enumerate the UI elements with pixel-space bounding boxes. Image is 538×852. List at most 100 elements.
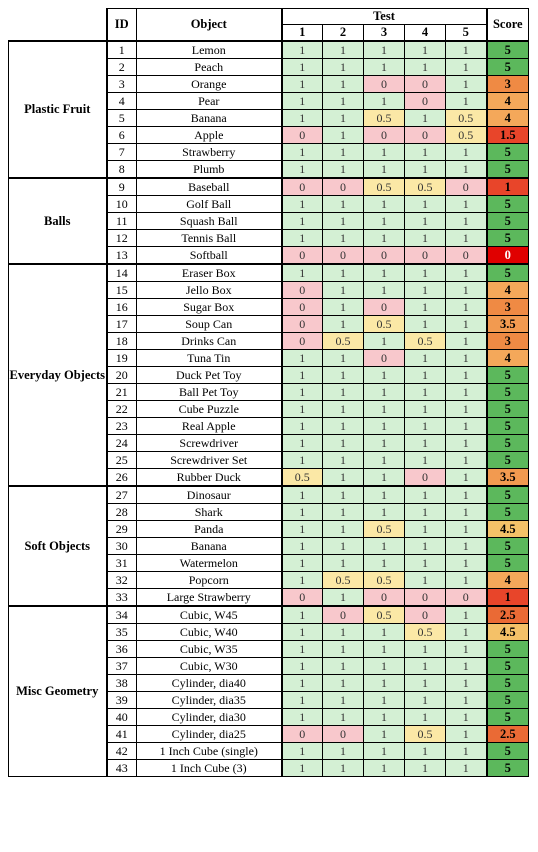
test-result-cell: 0 xyxy=(280,281,323,299)
test-result-cell: 1 xyxy=(404,485,446,504)
test-result-cell: 1 xyxy=(280,109,323,127)
id-cell: 37 xyxy=(106,657,137,675)
object-cell: Shark xyxy=(136,503,282,521)
test-result-cell: 1 xyxy=(322,708,364,726)
test-result-cell: 1 xyxy=(445,58,487,76)
score-cell: 4 xyxy=(485,109,529,127)
test-result-cell: 0 xyxy=(404,468,446,487)
test-result-cell: 1 xyxy=(445,485,487,504)
test-result-cell: 1 xyxy=(445,468,487,487)
score-cell: 4 xyxy=(485,92,529,110)
test-result-cell: 1 xyxy=(322,366,364,384)
test-result-cell: 1 xyxy=(404,366,446,384)
id-cell: 11 xyxy=(106,212,137,230)
category-label: Soft Objects xyxy=(8,485,108,607)
test-result-cell: 1 xyxy=(280,75,323,93)
test-result-cell: 1 xyxy=(404,160,446,179)
test-result-cell: 1 xyxy=(404,691,446,709)
table-row: 20 Duck Pet Toy 1 1 1 1 1 5 xyxy=(9,366,529,384)
object-cell: Sugar Box xyxy=(136,298,282,316)
table-row: 18 Drinks Can 0 0.5 1 0.5 1 3 xyxy=(9,332,529,350)
test-result-cell: 1 xyxy=(363,623,405,641)
table-row: 19 Tuna Tin 1 1 0 1 1 4 xyxy=(9,349,529,367)
object-cell: Softball xyxy=(136,246,282,265)
test-result-cell: 0 xyxy=(322,177,364,196)
category-label: Everyday Objects xyxy=(8,263,108,487)
test-result-cell: 1 xyxy=(322,126,364,144)
id-cell: 14 xyxy=(106,263,137,282)
test-result-cell: 0 xyxy=(363,126,405,144)
object-cell: Orange xyxy=(136,75,282,93)
score-cell: 5 xyxy=(485,160,529,179)
test-result-cell: 1 xyxy=(404,400,446,418)
id-cell: 8 xyxy=(106,160,137,179)
test-number-header: 5 xyxy=(445,24,487,42)
object-cell: Watermelon xyxy=(136,554,282,572)
test-result-cell: 1 xyxy=(445,708,487,726)
test-result-cell: 1 xyxy=(322,315,364,333)
test-result-cell: 0.5 xyxy=(363,315,405,333)
test-result-cell: 1 xyxy=(363,143,405,161)
table-row: 22 Cube Puzzle 1 1 1 1 1 5 xyxy=(9,400,529,418)
test-result-cell: 1 xyxy=(363,691,405,709)
object-cell: Large Strawberry xyxy=(136,588,282,607)
test-result-cell: 1 xyxy=(363,400,405,418)
category-label: Balls xyxy=(8,177,108,265)
test-result-cell: 1 xyxy=(322,520,364,538)
object-cell: Plumb xyxy=(136,160,282,179)
score-cell: 5 xyxy=(485,229,529,247)
test-result-cell: 1 xyxy=(404,212,446,230)
table-row: 8 Plumb 1 1 1 1 1 5 xyxy=(9,160,529,179)
test-result-cell: 1 xyxy=(404,195,446,213)
id-cell: 31 xyxy=(106,554,137,572)
test-result-cell: 1 xyxy=(322,349,364,367)
table-row: Balls 9 Baseball 0 0 0.5 0.5 0 1 xyxy=(8,177,529,265)
test-result-cell: 1 xyxy=(363,554,405,572)
score-cell: 5 xyxy=(485,417,529,435)
test-result-cell: 1 xyxy=(445,605,487,624)
id-cell: 10 xyxy=(106,195,137,213)
test-result-cell: 1 xyxy=(404,520,446,538)
object-cell: Screwdriver xyxy=(136,434,282,452)
test-result-cell: 1 xyxy=(322,263,364,282)
score-cell: 4 xyxy=(485,349,529,367)
table-row: 4 Pear 1 1 1 0 1 4 xyxy=(9,92,529,110)
test-result-cell: 1 xyxy=(445,298,487,316)
test-result-cell: 0 xyxy=(404,126,446,144)
test-result-cell: 1 xyxy=(280,742,323,760)
test-result-cell: 1 xyxy=(280,640,323,658)
test-result-cell: 1 xyxy=(280,400,323,418)
object-cell: Lemon xyxy=(136,40,282,59)
test-result-cell: 1 xyxy=(404,315,446,333)
id-cell: 1 xyxy=(106,40,137,59)
test-result-cell: 1 xyxy=(322,623,364,641)
test-result-cell: 1 xyxy=(404,58,446,76)
test-result-cell: 0.5 xyxy=(363,177,405,196)
score-cell: 5 xyxy=(485,708,529,726)
category-label: Plastic Fruit xyxy=(8,40,108,179)
table-row: 41 Cylinder, dia25 0 0 1 0.5 1 2.5 xyxy=(9,725,529,743)
table-row: 24 Screwdriver 1 1 1 1 1 5 xyxy=(9,434,529,452)
score-cell: 3 xyxy=(485,298,529,316)
test-result-cell: 1 xyxy=(322,451,364,469)
score-cell: 5 xyxy=(485,263,529,282)
test-result-cell: 1 xyxy=(322,229,364,247)
table-row: Everyday Objects 14 Eraser Box 1 1 1 1 1 5 xyxy=(8,263,529,487)
test-result-cell: 1 xyxy=(445,674,487,692)
test-result-cell: 1 xyxy=(363,657,405,675)
test-result-cell: 1 xyxy=(322,640,364,658)
id-cell: 39 xyxy=(106,691,137,709)
test-result-cell: 1 xyxy=(404,109,446,127)
test-result-cell: 1 xyxy=(445,434,487,452)
score-cell: 5 xyxy=(485,40,529,59)
test-result-cell: 1 xyxy=(404,143,446,161)
test-result-cell: 1 xyxy=(404,298,446,316)
test-result-cell: 1 xyxy=(445,451,487,469)
test-result-cell: 0 xyxy=(363,588,405,607)
test-result-cell: 0 xyxy=(363,246,405,265)
results-table-container: ID Object Test Score 1 2 3 4 5 Plastic F… xyxy=(8,8,529,777)
test-result-cell: 0.5 xyxy=(404,177,446,196)
test-result-cell: 1 xyxy=(322,58,364,76)
table-body: Plastic Fruit 1 Lemon 1 1 1 1 1 5 2 Peach 1 1 1 1 1 5 3 Or… xyxy=(8,40,529,777)
test-result-cell: 1 xyxy=(322,417,364,435)
